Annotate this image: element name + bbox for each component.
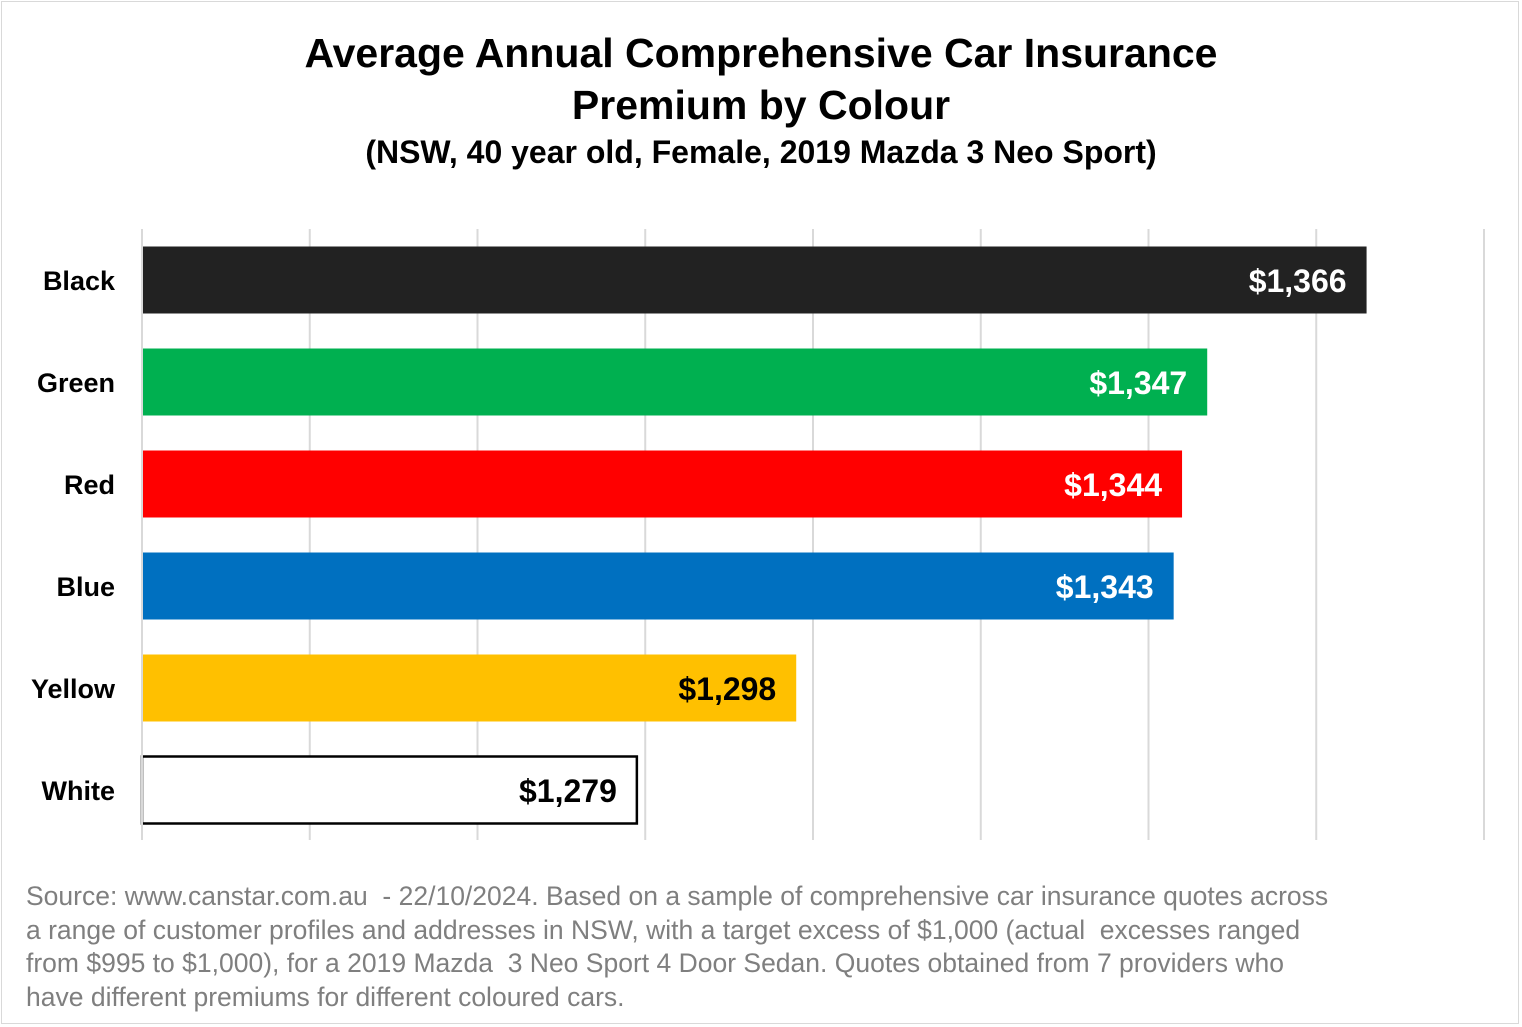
data-label: $1,298	[678, 671, 776, 707]
chart-title-line-2: Premium by Colour	[571, 82, 951, 128]
bar-blue	[142, 552, 1174, 620]
category-label: Blue	[56, 572, 115, 602]
category-label: White	[42, 776, 116, 806]
source-line: a range of customer profiles and address…	[26, 914, 1301, 945]
category-label: Red	[64, 470, 115, 500]
bar-red	[142, 450, 1183, 518]
chart-title-line-1: Average Annual Comprehensive Car Insuran…	[304, 30, 1218, 76]
bar-white	[140, 755, 639, 825]
category-label: Yellow	[31, 674, 116, 704]
source-line: from $995 to $1,000), for a 2019 Mazda 3…	[26, 948, 1285, 978]
category-label: Black	[43, 266, 116, 296]
data-label: $1,366	[1249, 263, 1347, 299]
bar-black	[142, 246, 1367, 314]
data-label: $1,344	[1064, 467, 1162, 503]
source-note: Source: www.canstar.com.au - 22/10/2024.…	[26, 880, 1328, 1014]
data-label: $1,347	[1089, 365, 1187, 401]
source-line: Source: www.canstar.com.au - 22/10/2024.…	[26, 881, 1329, 911]
data-label: $1,279	[519, 773, 617, 809]
bar-green	[142, 348, 1208, 416]
data-label: $1,343	[1056, 569, 1154, 605]
bar-yellow	[142, 654, 797, 722]
chart-subtitle: (NSW, 40 year old, Female, 2019 Mazda 3 …	[365, 134, 1157, 170]
category-label: Green	[37, 368, 115, 398]
source-line: have different premiums for different co…	[26, 981, 625, 1012]
